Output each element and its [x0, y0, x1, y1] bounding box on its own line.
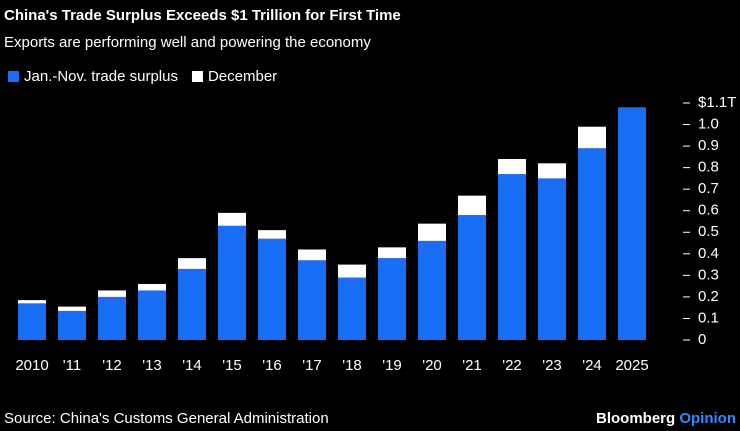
- y-tick-label: $1.1T: [698, 94, 736, 111]
- bar-segment: [458, 215, 486, 340]
- bar-segment: [138, 283, 166, 291]
- x-tick-label: '13: [142, 357, 162, 374]
- bar-segment: [378, 247, 406, 259]
- y-tick-label: 0: [698, 331, 706, 348]
- bar-segment: [498, 159, 526, 175]
- bar-segment: [378, 258, 406, 340]
- bar-segment: [418, 240, 446, 340]
- bar-segment: [578, 126, 606, 149]
- x-tick-label: '12: [102, 357, 122, 374]
- bar-segment: [298, 249, 326, 261]
- x-tick-label: '16: [262, 357, 282, 374]
- brand-suffix: Opinion: [679, 410, 736, 427]
- x-tick-label: '23: [542, 357, 562, 374]
- y-tick-label: 0.3: [698, 266, 719, 283]
- legend-swatch: [8, 71, 19, 82]
- bar-segment: [58, 310, 86, 340]
- bar-segment: [458, 195, 486, 216]
- x-tick-label: '14: [182, 357, 202, 374]
- x-tick-label: '21: [462, 357, 482, 374]
- y-tick-label: 0.7: [698, 180, 719, 197]
- legend-label: December: [208, 68, 277, 85]
- bar-segment: [338, 264, 366, 278]
- y-tick-label: 0.1: [698, 309, 719, 326]
- bar-segment: [258, 230, 286, 239]
- bar-segment: [98, 290, 126, 297]
- x-tick-label: '20: [422, 357, 442, 374]
- bar-segment: [418, 223, 446, 241]
- y-tick-label: 0.5: [698, 223, 719, 240]
- bar-segment: [338, 277, 366, 340]
- x-tick-label: '24: [582, 357, 602, 374]
- y-tick-label: 0.4: [698, 245, 719, 262]
- x-tick-label: '15: [222, 357, 242, 374]
- brand-name: Bloomberg: [596, 410, 675, 427]
- legend-swatch: [191, 71, 203, 82]
- y-tick-label: 0.2: [698, 288, 719, 305]
- bar-segment: [98, 296, 126, 340]
- bar-segment: [538, 178, 566, 340]
- bar-segment: [178, 268, 206, 340]
- bar-segment: [18, 303, 46, 340]
- source-note: Source: China's Customs General Administ…: [4, 410, 329, 427]
- x-tick-label: '11: [63, 357, 81, 374]
- x-tick-label: '22: [502, 357, 522, 374]
- bar-segment: [618, 107, 646, 341]
- bar-segment: [178, 258, 206, 269]
- bar-segment: [218, 212, 246, 226]
- bar-segment: [298, 260, 326, 340]
- bar-segment: [138, 290, 166, 340]
- legend-label: Jan.-Nov. trade surplus: [24, 68, 178, 85]
- bar-segment: [258, 238, 286, 340]
- chart-title: China's Trade Surplus Exceeds $1 Trillio…: [4, 7, 401, 24]
- x-tick-label: 2025: [615, 357, 648, 374]
- y-tick-label: 0.6: [698, 202, 719, 219]
- bar-segment: [578, 148, 606, 340]
- x-tick-label: '17: [302, 357, 322, 374]
- chart-subtitle: Exports are performing well and powering…: [4, 34, 371, 51]
- y-tick-label: 0.8: [698, 159, 719, 176]
- x-tick-label: '18: [342, 357, 362, 374]
- x-tick-label: 2010: [15, 357, 48, 374]
- bar-segment: [498, 174, 526, 340]
- bar-segment: [218, 225, 246, 340]
- y-tick-label: 0.9: [698, 137, 719, 154]
- y-tick-label: 1.0: [698, 116, 719, 133]
- bar-segment: [18, 300, 46, 304]
- bar-segment: [58, 306, 86, 311]
- x-tick-label: '19: [382, 357, 402, 374]
- bar-segment: [538, 163, 566, 179]
- brand: Bloomberg Opinion: [596, 410, 736, 427]
